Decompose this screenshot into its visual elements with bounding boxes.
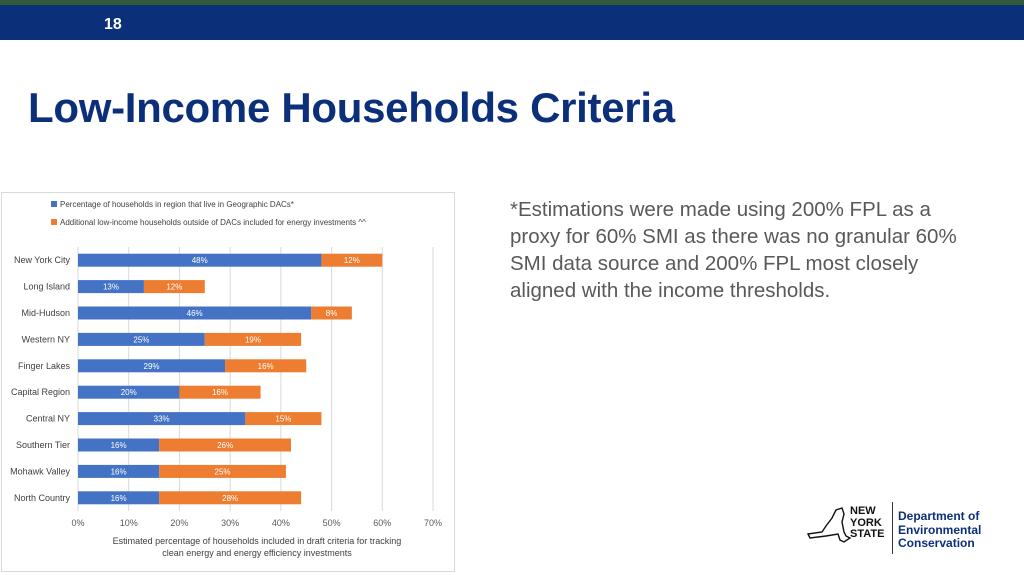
x-axis-title: clean energy and energy efficiency inves… (162, 548, 352, 558)
category-label: Southern Tier (16, 440, 70, 450)
dac-bar (78, 491, 160, 505)
dac-bar (78, 253, 322, 267)
bar-value-label: 29% (144, 362, 160, 371)
category-label: North Country (14, 493, 71, 503)
bar-value-label: 16% (258, 362, 274, 371)
dac-bar (78, 412, 246, 426)
ny-line: NEW (850, 505, 876, 517)
x-tick-label: 70% (424, 518, 442, 528)
bar-value-label: 19% (245, 335, 261, 344)
top-stripe (0, 0, 1024, 5)
bar-value-label: 20% (121, 388, 137, 397)
category-label: Long Island (23, 282, 70, 292)
legend-label: Additional low-income households outside… (60, 218, 366, 227)
dac-bar (78, 306, 312, 320)
chart-container: 0% 10% 20% 30% 40% 50% 60% 70% Percentage of hou… (1, 192, 455, 572)
bar-value-label: 16% (111, 467, 127, 476)
legend-swatch (51, 219, 57, 225)
dept-line: Environmental (898, 522, 982, 537)
department-name: Department of Environmental Conservation (898, 509, 982, 551)
bar-value-label: 12% (344, 256, 360, 265)
new-york-state-outline-icon (806, 507, 852, 543)
stacked-bar-chart: 0% 10% 20% 30% 40% 50% 60% 70% Percentage of hou… (10, 200, 442, 558)
legend-label: Percentage of households in region that … (60, 200, 294, 209)
dept-line: Conservation (898, 536, 975, 550)
dept-line: Department of (898, 509, 980, 523)
additional-bar (159, 438, 291, 452)
bar-value-label: 8% (326, 309, 338, 318)
dac-bar (78, 385, 180, 399)
x-tick-label: 0% (71, 518, 84, 528)
bar-value-label: 12% (166, 283, 182, 292)
bar-value-label: 16% (212, 388, 228, 397)
header-bar: 18 (0, 5, 1024, 40)
page-title: Low-Income Households Criteria (28, 84, 675, 131)
additional-bar (179, 385, 261, 399)
bar-value-label: 15% (275, 415, 291, 424)
x-tick-label: 40% (272, 518, 290, 528)
ny-line: YORK (850, 516, 882, 529)
bar-value-label: 28% (222, 494, 238, 503)
page-number: 18 (104, 16, 122, 33)
dac-bar (78, 332, 205, 346)
additional-bar (321, 253, 383, 267)
dac-bar (78, 280, 144, 294)
category-label: Capital Region (11, 387, 70, 397)
x-tick-label: 30% (221, 518, 239, 528)
bar-value-label: 25% (215, 467, 231, 476)
additional-bar (225, 359, 307, 373)
additional-bar (204, 332, 302, 346)
category-label: New York City (14, 255, 71, 265)
additional-bar (159, 464, 286, 478)
category-label: Central NY (26, 414, 70, 424)
bar-value-label: 33% (154, 415, 170, 424)
bar-value-label: 25% (133, 335, 149, 344)
bar-value-label: 16% (111, 494, 127, 503)
additional-bar (143, 280, 205, 294)
x-axis-title: Estimated percentage of households inclu… (113, 536, 402, 546)
bar-value-label: 46% (187, 309, 203, 318)
category-label: Finger Lakes (18, 361, 71, 371)
additional-bar (311, 306, 352, 320)
logo-divider (892, 502, 893, 554)
dac-bar (78, 359, 226, 373)
dac-bar (78, 464, 160, 478)
x-tick-label: 50% (323, 518, 341, 528)
dac-bar (78, 438, 160, 452)
x-tick-label: 60% (373, 518, 391, 528)
additional-bar (245, 412, 322, 426)
bar-value-label: 16% (111, 441, 127, 450)
x-tick-label: 20% (170, 518, 188, 528)
ny-line: STATE (850, 528, 885, 540)
estimation-note: *Estimations were made using 200% FPL as… (510, 198, 957, 302)
category-label: Mid-Hudson (21, 308, 70, 318)
bar-value-label: 13% (103, 283, 119, 292)
bar-value-label: 48% (192, 256, 208, 265)
category-label: Mohawk Valley (10, 466, 70, 476)
additional-bar (159, 491, 302, 505)
bar-value-label: 26% (217, 441, 233, 450)
category-label: Western NY (22, 334, 70, 344)
legend-swatch (51, 201, 57, 207)
x-tick-label: 10% (120, 518, 138, 528)
new-york-state-wordmark: NEW YORK STATE (850, 505, 885, 541)
nys-dec-logo: NEW YORK STATE Department of Environment… (806, 500, 1006, 556)
